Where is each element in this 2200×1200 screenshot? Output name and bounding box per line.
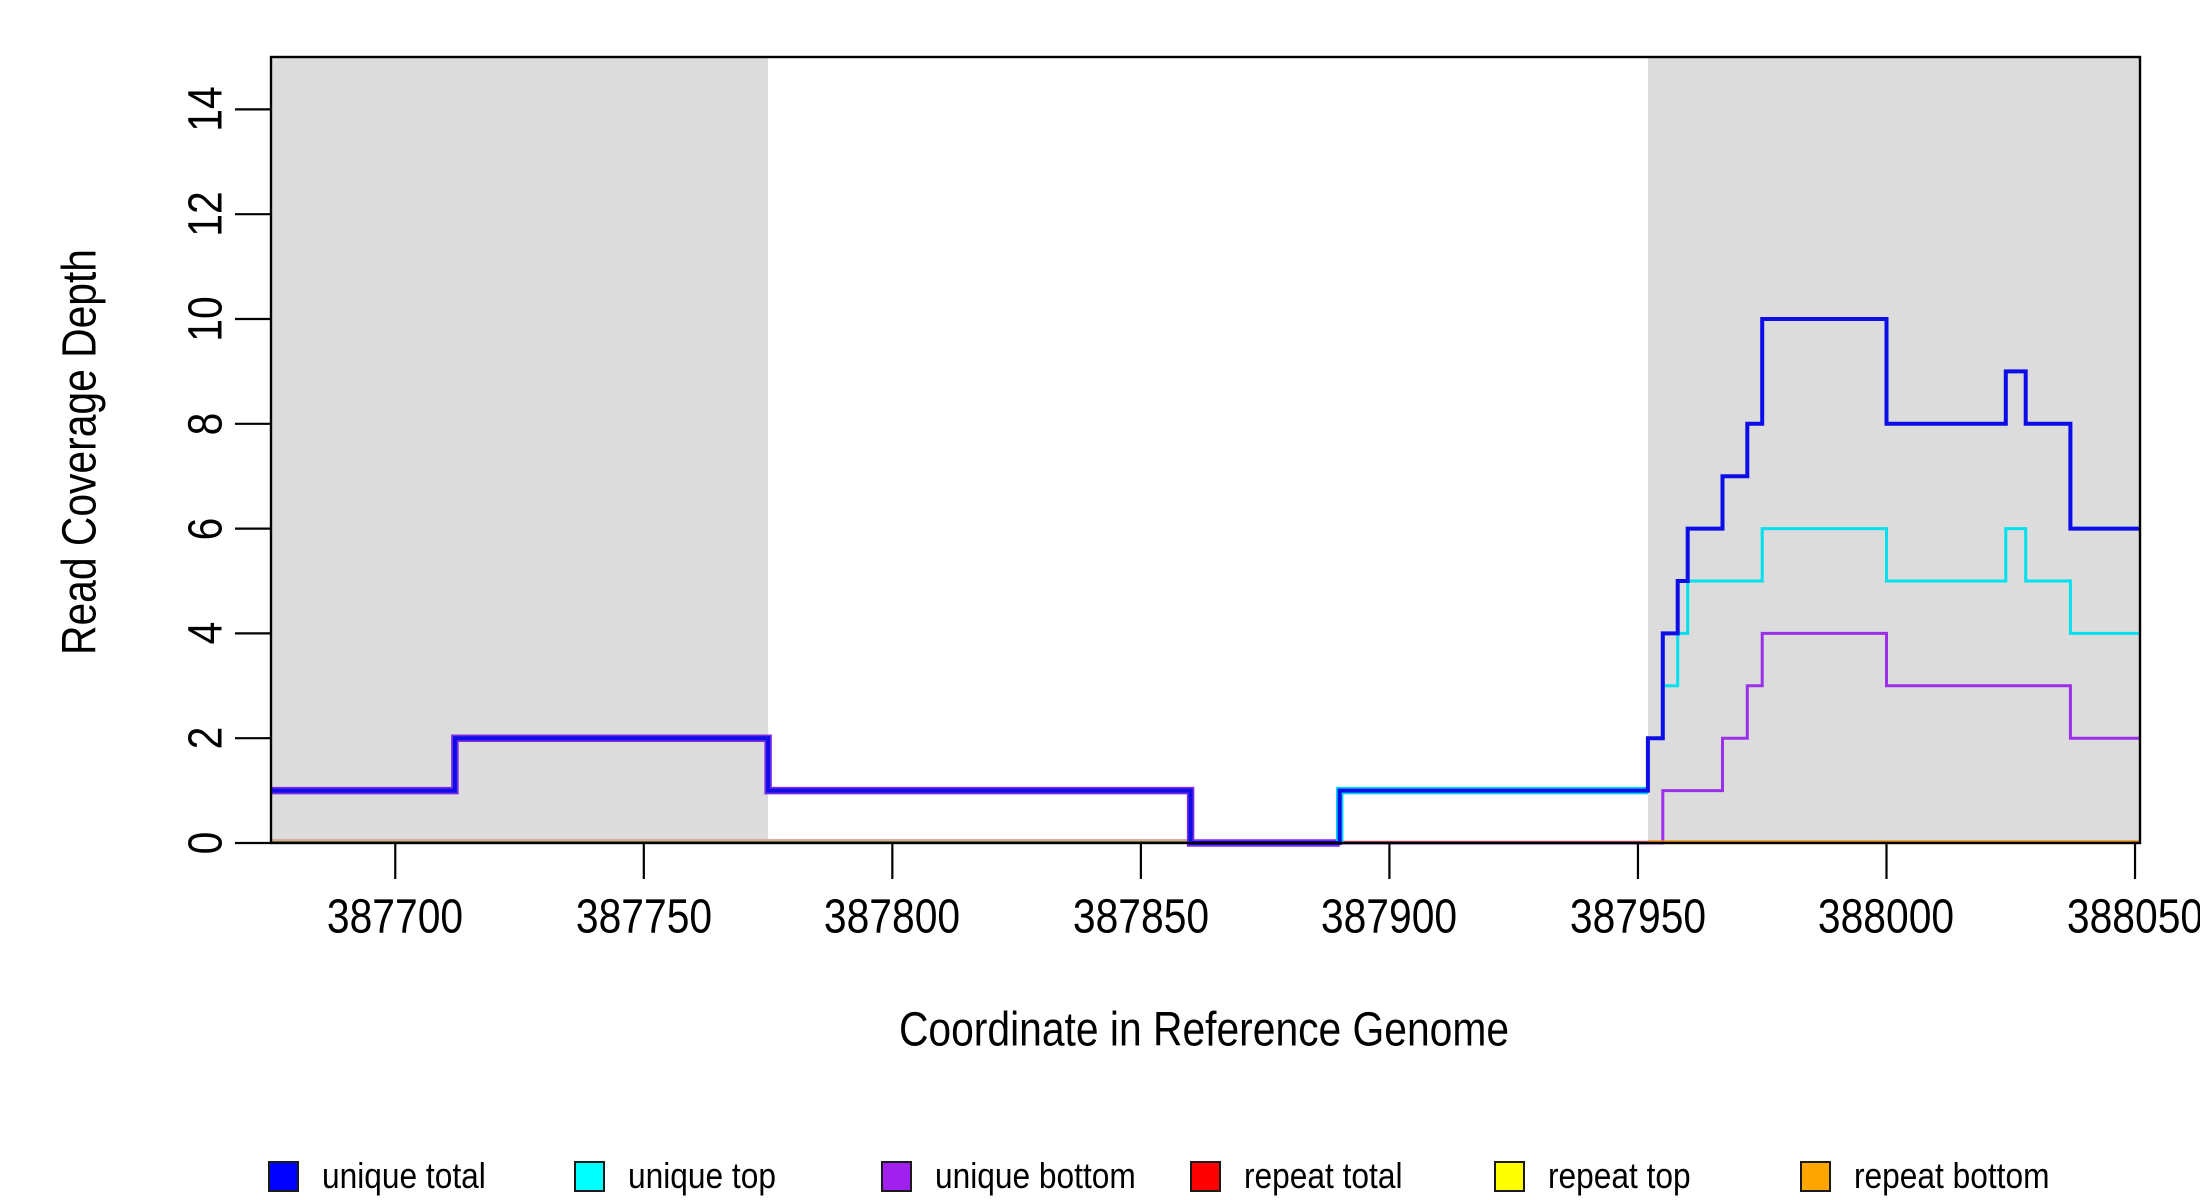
x-tick-label: 387950 [1569,890,1707,944]
legend-swatch [1800,1160,1831,1192]
x-tick-label: 387700 [327,890,464,944]
y-tick-label: 4 [179,622,233,645]
y-tick-label: 8 [179,412,233,436]
legend-label: unique bottom [935,1155,1136,1196]
unique-total-halo-mid [1335,786,1648,843]
legend-swatch [268,1160,299,1192]
legend-swatch [574,1160,605,1192]
legend-label: unique total [322,1155,486,1196]
x-tick-label: 387900 [1321,890,1458,944]
shaded-repeat-region [271,57,769,843]
y-tick-label: 0 [179,831,233,855]
legend-item-unique-top: unique top [574,1155,796,1196]
x-axis-title: Coordinate in Reference Genome [898,1003,1510,1057]
legend-item-unique-bottom: unique bottom [881,1155,1163,1196]
y-tick-label: 2 [179,726,233,750]
y-tick-label: 14 [179,86,233,133]
x-tick-label: 388050 [2066,890,2200,944]
y-axis-title: Read Coverage Depth [53,249,107,655]
legend-swatch [1190,1160,1221,1192]
legend-label: repeat top [1548,1155,1691,1196]
shaded-repeat-region [1647,57,2140,843]
legend-label: repeat total [1244,1155,1403,1196]
legend-swatch [881,1160,912,1192]
x-tick-label: 387750 [575,890,712,944]
legend-item-unique-total: unique total [268,1155,508,1196]
legend-item-repeat-top: repeat top [1494,1155,1710,1196]
x-tick-label: 387850 [1072,890,1209,944]
legend-item-repeat-bottom: repeat bottom [1800,1155,2076,1196]
legend-label: unique top [628,1155,776,1196]
legend-item-repeat-total: repeat total [1190,1155,1424,1196]
plot-border [269,55,2142,845]
unique-total-line [271,317,2140,845]
y-tick-label: 6 [179,517,233,540]
y-tick-label: 12 [179,191,233,237]
legend-swatch [1494,1160,1525,1192]
x-tick-label: 387800 [824,890,961,944]
x-tick-label: 388000 [1818,890,1955,944]
y-tick-label: 10 [179,296,233,342]
legend-label: repeat bottom [1854,1155,2050,1196]
